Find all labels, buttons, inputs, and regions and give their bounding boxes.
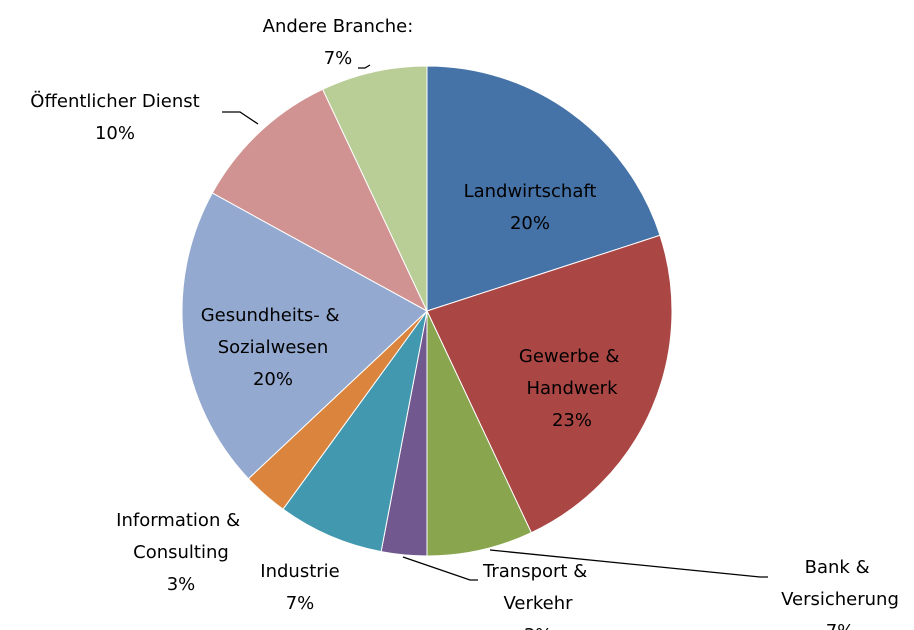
pie-slice	[181, 192, 428, 480]
slice-value-label: 23%	[552, 410, 592, 431]
pie-slice	[322, 65, 428, 312]
slice-label: Information & Consulting	[116, 510, 246, 563]
leader-line	[402, 556, 478, 581]
pie	[181, 65, 673, 557]
slice-value-label: 10%	[95, 123, 135, 144]
slice-label: Andere Branche:	[263, 16, 414, 37]
leader-line	[222, 111, 259, 125]
pie-slice	[426, 310, 532, 557]
pie-slice	[426, 65, 661, 312]
pie-slice	[211, 88, 429, 313]
slice-value-label: 7%	[286, 593, 315, 614]
slice-label: Öffentlicher Dienst	[30, 90, 199, 112]
slice-value-label: 20%	[510, 213, 550, 234]
slice-label: Gewerbe & Handwerk	[519, 346, 625, 399]
slice-value-label: 3%	[167, 574, 196, 595]
pie-slice	[282, 310, 428, 553]
slice-value-label: 7%	[324, 48, 353, 69]
slice-label: Gesundheits- & Sozialwesen	[201, 305, 346, 358]
labels: Landwirtschaft 20% Gewerbe & Handwerk 23% Ba…	[30, 16, 899, 630]
slice-value-label: 3%	[524, 625, 553, 630]
leader-line	[489, 549, 768, 578]
slice-label: Transport & Verkehr	[482, 561, 593, 614]
slice-label: Landwirtschaft	[464, 181, 597, 202]
slice-label: Industrie	[260, 561, 339, 582]
pie-slice	[426, 234, 673, 534]
leader-line	[358, 64, 371, 69]
slice-value-label: 7%	[826, 621, 855, 630]
slice-label: Bank & Versicherung	[781, 557, 899, 610]
slice-value-label: 20%	[253, 369, 293, 390]
